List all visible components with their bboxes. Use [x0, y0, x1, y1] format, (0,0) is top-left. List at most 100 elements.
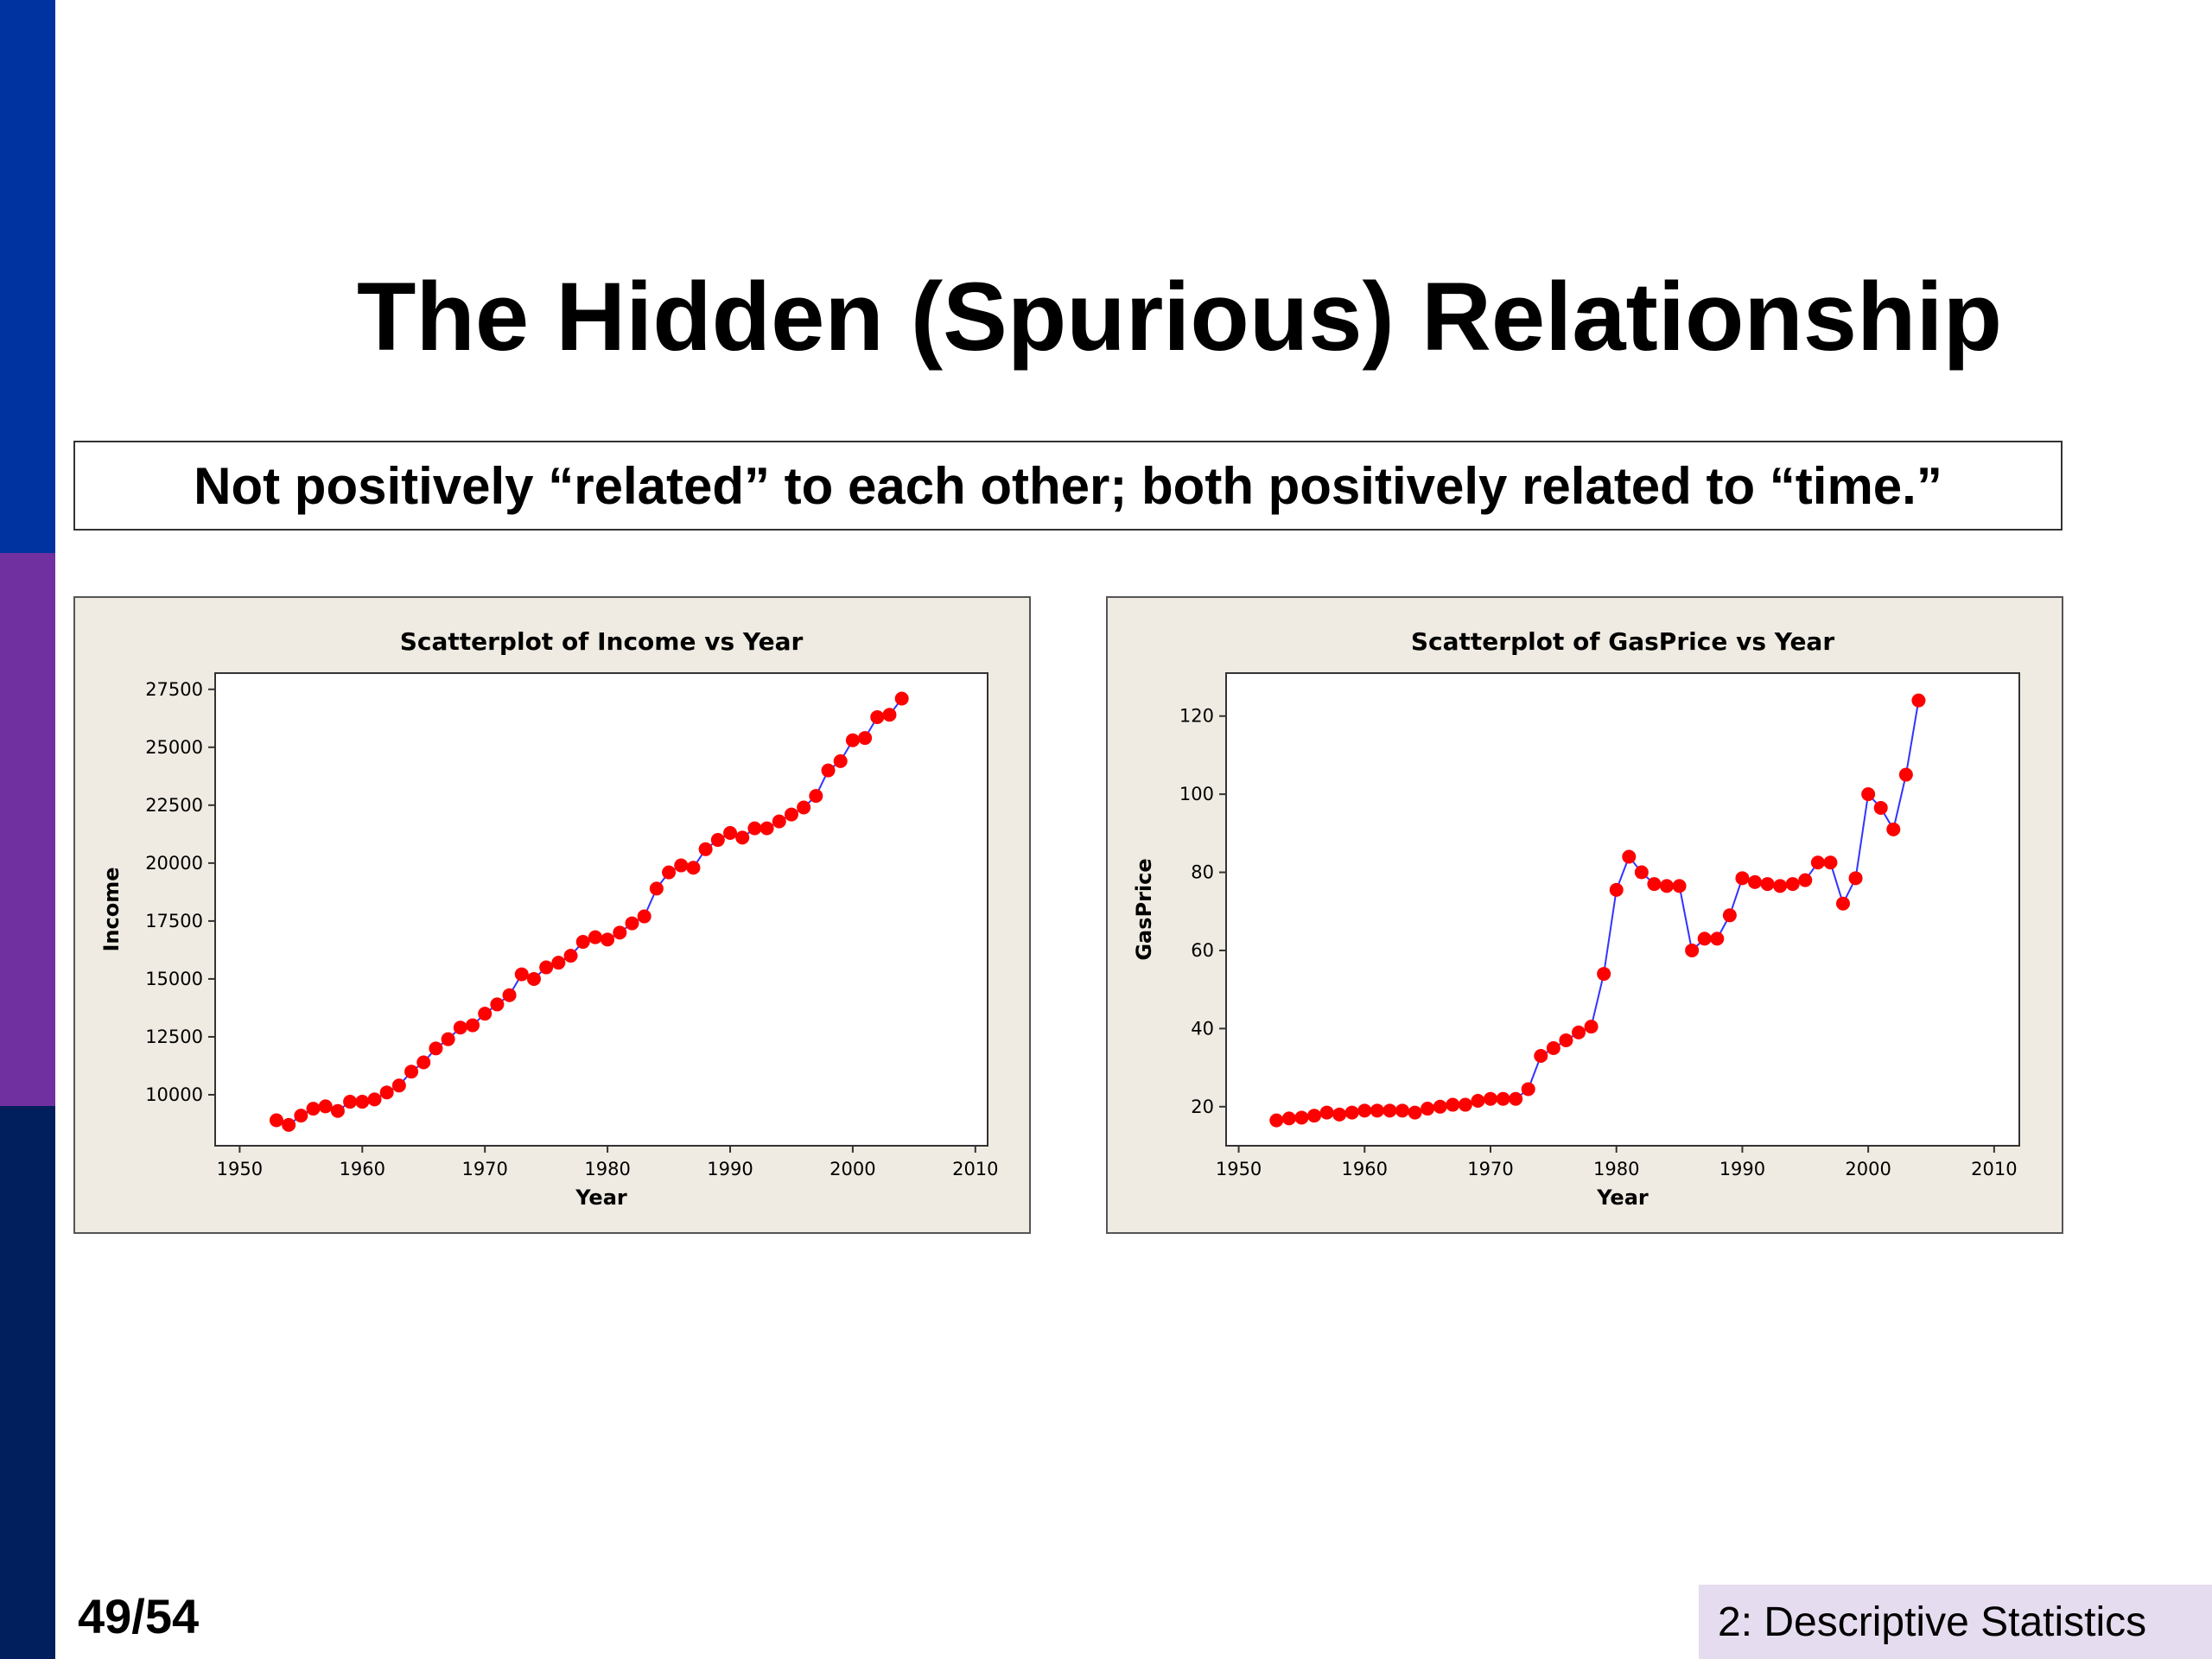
data-point: [453, 1020, 467, 1035]
data-point: [526, 971, 541, 986]
plot-area: [214, 672, 988, 1147]
data-point: [1697, 931, 1712, 946]
income-chart-panel: Scatterplot of Income vs Year 1950 1960 197…: [73, 596, 1031, 1234]
x-tick-label: 1980: [584, 1159, 630, 1179]
data-point: [1458, 1097, 1472, 1112]
data-point: [1471, 1094, 1485, 1109]
data-point: [747, 821, 762, 836]
x-tick-label: 2000: [1845, 1159, 1891, 1179]
x-tick-label: 1970: [461, 1159, 507, 1179]
data-point: [772, 814, 786, 829]
section-badge: 2: Descriptive Statistics: [1699, 1585, 2212, 1659]
data-point: [575, 935, 590, 950]
data-point: [1509, 1091, 1523, 1106]
data-point: [1798, 873, 1813, 887]
data-point: [662, 865, 677, 880]
data-point: [797, 800, 811, 815]
data-point: [306, 1102, 321, 1116]
data-point: [1382, 1103, 1397, 1118]
y-axis-label: GasPrice: [1132, 858, 1156, 960]
sidebar-segment-purple: [0, 553, 55, 1106]
x-tick-label: 1960: [1342, 1159, 1388, 1179]
data-point: [760, 821, 774, 836]
data-point: [514, 967, 529, 982]
y-tick-label: 120: [1179, 706, 1214, 727]
x-tick-label: 2000: [830, 1159, 875, 1179]
data-point: [1572, 1025, 1586, 1039]
data-point: [1584, 1020, 1599, 1034]
data-point: [870, 709, 885, 724]
data-point: [809, 789, 823, 804]
data-point: [294, 1109, 308, 1123]
data-point: [686, 861, 701, 875]
data-point: [379, 1085, 394, 1100]
data-point: [1408, 1105, 1422, 1120]
data-point: [391, 1078, 406, 1093]
data-point: [1534, 1049, 1548, 1064]
section-label: 2: Descriptive Statistics: [1718, 1599, 2147, 1645]
data-point: [613, 925, 627, 940]
data-point: [723, 826, 737, 841]
x-tick-label: 1950: [217, 1159, 263, 1179]
gasprice-scatterplot: Scatterplot of GasPrice vs Year 1950 1960 1…: [1132, 627, 2020, 1210]
data-point: [601, 932, 615, 947]
y-axis-label: Income: [99, 867, 124, 951]
data-point: [1597, 967, 1611, 982]
data-point: [1898, 767, 1913, 782]
x-tick-label: 1980: [1593, 1159, 1639, 1179]
x-tick-label: 1970: [1467, 1159, 1513, 1179]
data-point: [1873, 800, 1888, 815]
x-tick-label: 1950: [1216, 1159, 1262, 1179]
y-tick-label: 27500: [145, 679, 203, 700]
y-tick-label: 60: [1191, 940, 1214, 961]
x-tick-label: 1990: [1719, 1159, 1765, 1179]
x-tick-label: 2010: [1971, 1159, 2017, 1179]
data-point: [1559, 1033, 1573, 1047]
y-tick-label: 100: [1179, 784, 1214, 804]
y-tick-label: 80: [1191, 862, 1214, 883]
sidebar-decoration: [0, 0, 55, 1659]
data-point: [330, 1103, 345, 1118]
data-point: [1496, 1091, 1510, 1106]
data-point: [1672, 879, 1687, 893]
data-point: [1760, 877, 1775, 892]
income-scatterplot: Scatterplot of Income vs Year 1950 1960 197…: [99, 627, 999, 1210]
data-point: [502, 988, 517, 1002]
data-point: [441, 1032, 455, 1046]
data-point: [1634, 865, 1649, 880]
data-point: [490, 997, 505, 1012]
data-point: [1344, 1105, 1359, 1120]
data-point: [1421, 1102, 1435, 1116]
data-point: [625, 916, 639, 931]
data-point: [1484, 1091, 1497, 1106]
data-point: [1735, 871, 1750, 886]
sidebar-segment-navy: [0, 1106, 55, 1659]
data-point: [1370, 1103, 1384, 1118]
x-axis-label: Year: [575, 1185, 627, 1210]
data-point: [318, 1099, 333, 1114]
data-point: [355, 1095, 370, 1109]
data-point: [551, 956, 566, 970]
data-point: [1848, 871, 1863, 886]
y-tick-label: 25000: [145, 737, 203, 758]
subtitle-box: Not positively “related” to each other; …: [73, 441, 2063, 531]
data-point: [784, 807, 798, 822]
y-tick-label: 20: [1191, 1096, 1214, 1117]
data-point: [821, 763, 836, 778]
y-tick-label: 12500: [145, 1027, 203, 1047]
data-point: [1748, 874, 1762, 889]
data-point: [588, 930, 602, 944]
x-tick-label: 1990: [707, 1159, 753, 1179]
data-point: [1446, 1097, 1460, 1112]
data-point: [882, 708, 897, 722]
y-tick-label: 20000: [145, 853, 203, 874]
x-tick-label: 2010: [952, 1159, 998, 1179]
chart-title: Scatterplot of Income vs Year: [400, 627, 804, 656]
data-point: [1911, 693, 1926, 708]
y-tick-label: 10000: [145, 1084, 203, 1105]
data-point: [735, 830, 750, 845]
data-point: [1281, 1111, 1296, 1126]
data-point: [1307, 1109, 1321, 1123]
data-point: [674, 858, 689, 873]
data-point: [404, 1065, 419, 1079]
